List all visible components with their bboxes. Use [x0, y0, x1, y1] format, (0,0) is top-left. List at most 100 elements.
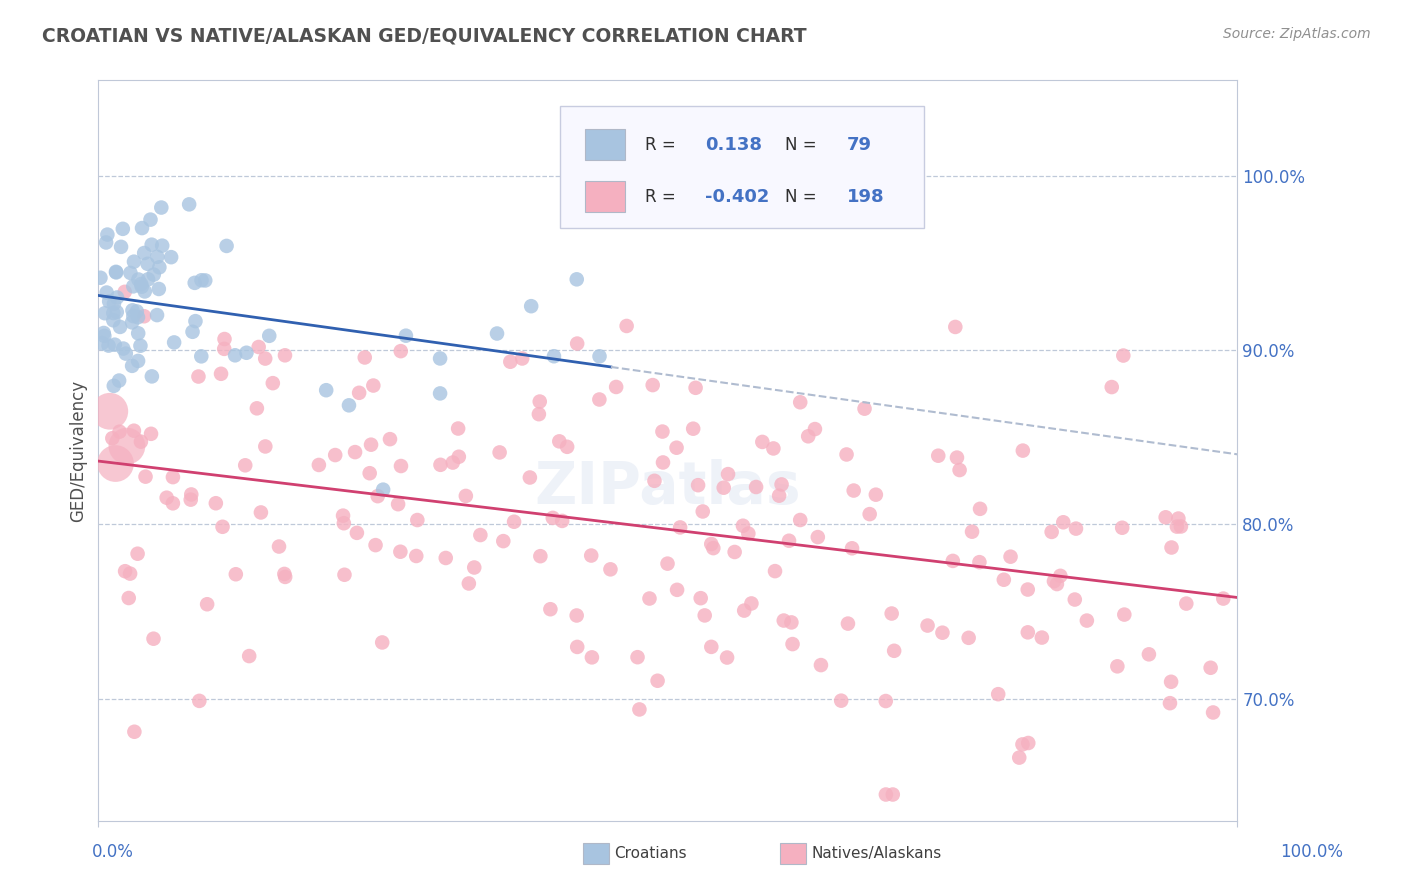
Point [127, 310, 149, 325]
Point [308, 458, 330, 472]
Point [875, 694, 897, 708]
Point [323, 448, 346, 462]
Point [267, 540, 290, 554]
Point [778, 533, 800, 548]
Point [162, 496, 184, 510]
Point [127, 547, 149, 561]
Point [647, 673, 669, 688]
Point [103, 296, 125, 310]
Point [551, 514, 574, 528]
Point [1000, 549, 1022, 564]
Point [114, 564, 136, 578]
Point [346, 525, 368, 540]
Text: Croatians: Croatians [614, 847, 688, 861]
Point [541, 511, 564, 525]
Point [274, 570, 297, 584]
Point [389, 545, 412, 559]
Bar [585, 181, 624, 212]
Point [733, 604, 755, 618]
Point [1064, 522, 1087, 536]
Point [682, 422, 704, 436]
Point [93, 326, 115, 340]
Point [700, 537, 723, 551]
Point [1017, 582, 1039, 597]
Point [104, 337, 127, 351]
Point [190, 273, 212, 287]
Point [1202, 706, 1225, 720]
Point [1154, 510, 1177, 524]
Point [127, 354, 149, 368]
Point [1049, 569, 1071, 583]
Point [112, 342, 135, 356]
Point [1112, 349, 1135, 363]
Point [789, 513, 811, 527]
Point [134, 246, 156, 260]
Point [960, 524, 983, 539]
Point [104, 265, 127, 279]
Point [768, 489, 790, 503]
Point [194, 273, 217, 287]
Point [120, 266, 142, 280]
Point [447, 450, 470, 464]
Point [344, 445, 367, 459]
Point [141, 237, 163, 252]
Point [114, 285, 136, 299]
Point [111, 222, 134, 236]
Point [588, 392, 610, 407]
Point [347, 385, 370, 400]
Point [441, 456, 464, 470]
Point [132, 310, 155, 324]
Point [731, 518, 754, 533]
Point [105, 265, 128, 279]
Point [519, 470, 541, 484]
Point [567, 336, 589, 351]
Point [214, 332, 236, 346]
Point [333, 516, 356, 531]
Point [238, 649, 260, 664]
Point [131, 221, 153, 235]
Point [105, 291, 128, 305]
Point [254, 351, 277, 366]
Point [716, 650, 738, 665]
Text: 100.0%: 100.0% [1279, 843, 1343, 861]
Text: ZIPatlas: ZIPatlas [534, 459, 801, 516]
Point [246, 401, 269, 416]
Point [150, 238, 173, 252]
Point [510, 351, 533, 366]
Point [215, 239, 238, 253]
Point [94, 235, 117, 250]
Point [492, 534, 515, 549]
Point [122, 279, 145, 293]
Point [688, 478, 710, 492]
Point [745, 480, 768, 494]
Point [127, 272, 149, 286]
Point [353, 351, 375, 365]
Point [555, 440, 578, 454]
Point [135, 469, 157, 483]
Point [429, 351, 451, 366]
Point [209, 367, 232, 381]
Point [957, 631, 980, 645]
Point [943, 320, 966, 334]
Point [1031, 631, 1053, 645]
Point [665, 441, 688, 455]
Point [931, 625, 953, 640]
Point [626, 650, 648, 665]
Point [187, 369, 209, 384]
Point [121, 303, 143, 318]
Point [853, 401, 876, 416]
Point [942, 554, 965, 568]
Point [337, 398, 360, 412]
Point [233, 458, 256, 473]
Point [129, 277, 152, 291]
Point [1137, 648, 1160, 662]
Point [395, 328, 418, 343]
Point [142, 632, 165, 646]
Text: CROATIAN VS NATIVE/ALASKAN GED/EQUIVALENCY CORRELATION CHART: CROATIAN VS NATIVE/ALASKAN GED/EQUIVALEN… [42, 27, 807, 45]
Point [538, 602, 561, 616]
Point [378, 432, 401, 446]
Point [1063, 592, 1085, 607]
Point [804, 422, 827, 436]
Point [565, 608, 588, 623]
Point [371, 635, 394, 649]
